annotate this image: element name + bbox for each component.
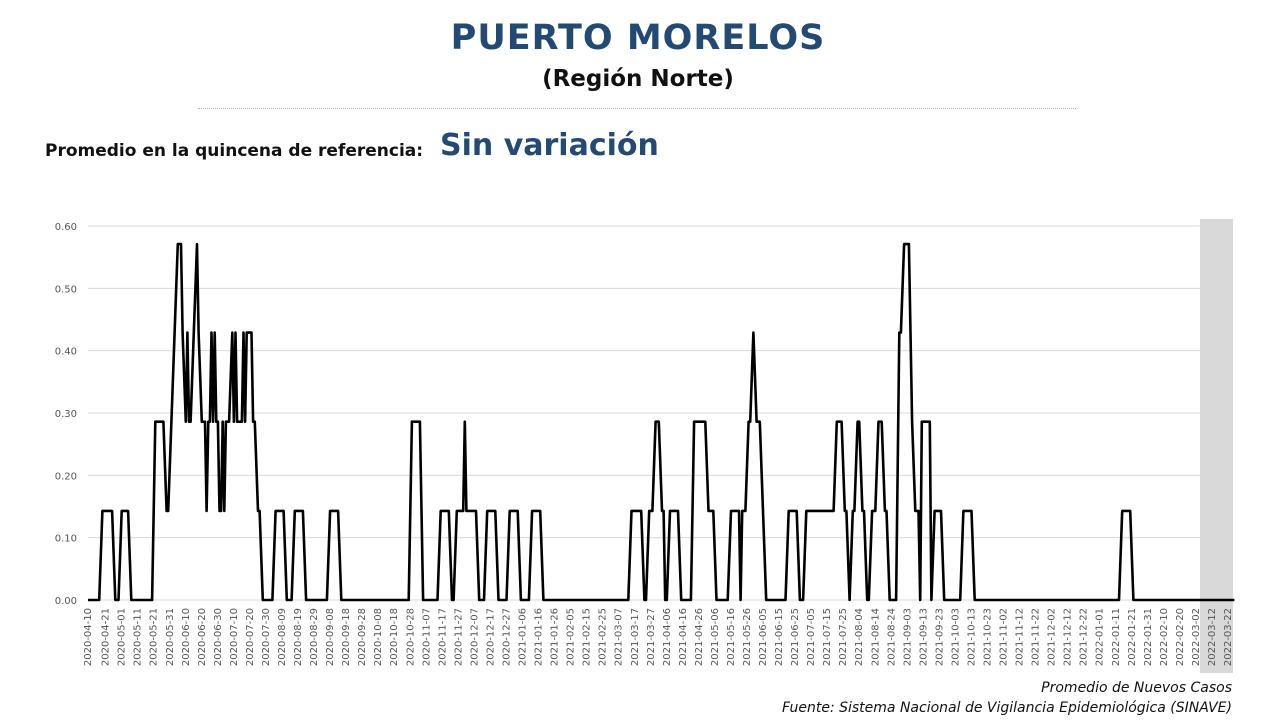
x-tick-label: 2021-10-13: [966, 608, 977, 666]
x-tick-label: 2020-12-07: [469, 608, 480, 666]
x-tick-label: 2021-04-16: [678, 608, 689, 666]
x-tick-label: 2021-09-13: [918, 608, 929, 666]
x-tick-label: 2020-09-08: [325, 608, 336, 666]
x-tick-label: 2020-06-10: [181, 608, 192, 666]
y-tick-label: 0.50: [55, 284, 77, 295]
series-line-nuevos-casos: [88, 242, 1235, 602]
x-tick-label: 2021-07-05: [806, 608, 817, 666]
x-tick-label: 2020-09-18: [341, 608, 352, 666]
x-tick-label: 2021-01-06: [518, 608, 529, 666]
x-tick-label: 2020-04-10: [83, 608, 94, 666]
x-tick-label: 2022-01-21: [1127, 608, 1138, 666]
x-tick-label: 2020-08-19: [293, 608, 304, 666]
x-tick-label: 2021-11-12: [1015, 608, 1026, 666]
x-tick-label: 2021-07-15: [822, 608, 833, 666]
x-tick-label: 2022-01-01: [1095, 608, 1106, 666]
x-tick-label: 2021-02-05: [566, 608, 577, 666]
x-tick-label: 2021-03-27: [646, 608, 657, 666]
x-tick-label: 2020-09-28: [357, 608, 368, 666]
x-tick-label: 2020-11-07: [421, 608, 432, 666]
x-tick-label: 2022-02-10: [1159, 608, 1170, 666]
y-tick-label: 0.40: [55, 347, 77, 358]
page-subtitle: (Región Norte): [542, 66, 734, 92]
x-tick-layer: 2020-04-10 2020-04-21 2020-05-01 2020-05-11…: [83, 608, 1234, 666]
x-tick-label: 2022-02-20: [1175, 608, 1186, 666]
y-tick-label: 0.10: [55, 534, 77, 545]
title-divider: [198, 108, 1076, 109]
x-tick-label: 2021-08-04: [854, 608, 865, 666]
reference-value: Sin variación: [440, 128, 659, 163]
x-tick-label: 2021-12-12: [1063, 608, 1074, 666]
y-tick-label: 0.60: [55, 222, 77, 233]
x-tick-label: 2020-07-30: [261, 608, 272, 666]
x-tick-label: 2020-05-31: [165, 608, 176, 666]
x-tick-label: 2021-11-22: [1031, 608, 1042, 666]
x-tick-label: 2021-06-05: [758, 608, 769, 666]
x-tick-label: 2021-06-25: [790, 608, 801, 666]
x-tick-label: 2020-06-30: [213, 608, 224, 666]
x-tick-label: 2020-07-10: [229, 608, 240, 666]
x-tick-label: 2020-04-21: [101, 608, 112, 666]
x-tick-label: 2021-04-06: [662, 608, 673, 666]
x-tick-label: 2021-05-16: [726, 608, 737, 666]
x-tick-label: 2022-03-02: [1191, 608, 1202, 666]
cases-chart: 0.000.100.200.300.400.500.60 2020-04-10 2…: [55, 219, 1235, 673]
x-tick-label: 2021-01-26: [550, 608, 561, 666]
x-tick-label: 2021-09-23: [934, 608, 945, 666]
x-tick-label: 2020-12-17: [485, 608, 496, 666]
grid-layer: [88, 225, 1228, 601]
x-tick-label: 2021-09-03: [902, 608, 913, 666]
y-tick-label: 0.20: [55, 471, 77, 482]
x-tick-label: 2020-05-01: [117, 608, 128, 666]
x-tick-label: 2021-07-25: [838, 608, 849, 666]
x-tick-label: 2021-10-03: [950, 608, 961, 666]
x-tick-label: 2021-02-15: [582, 608, 593, 666]
x-tick-label: 2021-05-26: [742, 608, 753, 666]
x-tick-label: 2022-01-11: [1111, 608, 1122, 666]
x-tick-label: 2021-12-22: [1079, 608, 1090, 666]
y-tick-label: 0.30: [55, 409, 77, 420]
x-tick-label: 2020-08-29: [309, 608, 320, 666]
reference-label: Promedio en la quincena de referencia:: [45, 141, 424, 161]
x-tick-label: 2020-06-20: [197, 608, 208, 666]
x-tick-label: 2020-11-27: [453, 608, 464, 666]
x-tick-label: 2020-12-27: [501, 608, 512, 666]
x-tick-label: 2021-08-14: [870, 608, 881, 666]
recent-period-shade: [1199, 219, 1233, 673]
x-tick-label: 2021-02-25: [598, 608, 609, 666]
x-tick-label: 2020-08-09: [277, 608, 288, 666]
chart-footer: Promedio de Nuevos Casos Fuente: Sistema…: [782, 678, 1232, 718]
x-tick-label: 2020-10-28: [405, 608, 416, 666]
x-tick-label: 2021-01-16: [534, 608, 545, 666]
x-tick-label: 2021-03-17: [630, 608, 641, 666]
x-tick-label: 2021-06-15: [774, 608, 785, 666]
x-tick-label: 2022-01-31: [1143, 608, 1154, 666]
x-tick-label: 2022-03-22: [1223, 608, 1234, 666]
x-tick-label: 2021-10-23: [982, 608, 993, 666]
shaded-region-layer: [1199, 219, 1233, 673]
x-tick-label: 2022-03-12: [1207, 608, 1218, 666]
x-tick-label: 2020-05-11: [133, 608, 144, 666]
x-tick-label: 2020-10-18: [389, 608, 400, 666]
y-tick-layer: 0.00 0.10 0.20 0.30 0.40 0.50 0.60: [55, 222, 77, 607]
page-title: PUERTO MORELOS: [450, 18, 826, 58]
x-tick-label: 2020-07-20: [245, 608, 256, 666]
x-tick-label: 2020-11-17: [437, 608, 448, 666]
x-tick-label: 2020-10-08: [373, 608, 384, 666]
x-tick-label: 2021-12-02: [1047, 608, 1058, 666]
series-layer: [88, 242, 1235, 602]
series-legend-label: Promedio de Nuevos Casos: [1041, 680, 1232, 696]
x-tick-label: 2021-08-24: [886, 608, 897, 666]
x-tick-label: 2020-05-21: [149, 608, 160, 666]
source-note: Fuente: Sistema Nacional de Vigilancia E…: [782, 700, 1232, 716]
y-tick-label: 0.00: [55, 596, 77, 607]
x-tick-label: 2021-04-26: [694, 608, 705, 666]
x-tick-label: 2021-05-06: [710, 608, 721, 666]
x-tick-label: 2021-11-02: [999, 608, 1010, 666]
x-tick-label: 2021-03-07: [614, 608, 625, 666]
